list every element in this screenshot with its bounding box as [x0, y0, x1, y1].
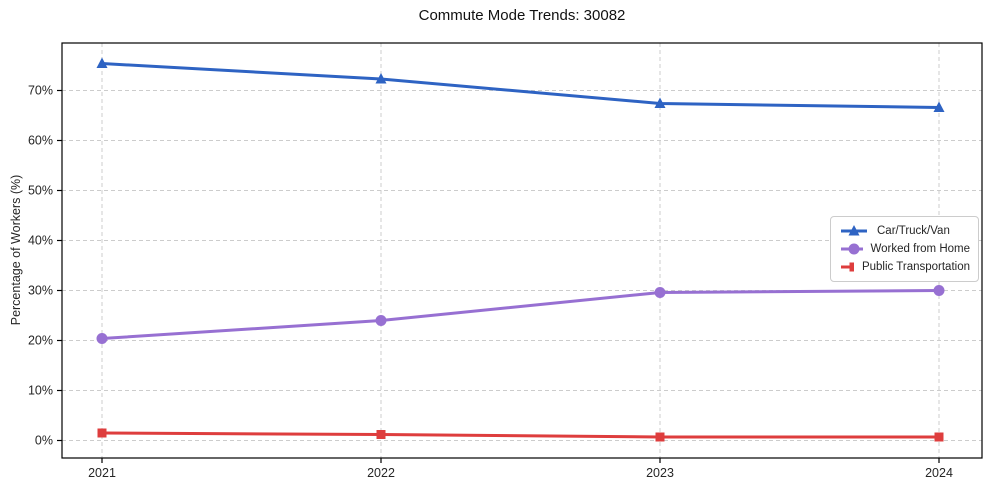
circle-marker-icon [933, 285, 945, 296]
series-line [100, 62, 941, 109]
triangle-marker-icon [933, 101, 945, 112]
gridlines [62, 43, 982, 458]
plot-frame [61, 42, 983, 459]
y-tick-label: 0% [35, 434, 53, 448]
square-marker-icon [655, 432, 665, 442]
series-line [100, 431, 941, 439]
square-marker-icon [376, 430, 386, 439]
y-tick-label: 70% [28, 84, 53, 98]
triangle-marker-icon [848, 225, 860, 236]
legend-item: Public Transportation [839, 260, 970, 274]
legend-label: Public Transportation [861, 261, 970, 273]
triangle-marker-icon [654, 97, 666, 108]
x-tick-label: 2023 [646, 466, 674, 480]
circle-marker-icon [654, 287, 666, 298]
y-tick-label: 10% [28, 384, 53, 398]
x-tick-label: 2021 [88, 466, 116, 480]
y-tick-label: 20% [28, 334, 53, 348]
series-line [100, 289, 941, 340]
legend: Car/Truck/Van Worked from Home Public Tran… [830, 216, 979, 282]
x-tick-label: 2024 [925, 466, 953, 480]
square-marker-icon [841, 262, 854, 272]
legend-item: Worked from Home [839, 242, 970, 256]
series-worked-from-home [96, 285, 945, 344]
square-marker-icon [849, 262, 854, 272]
triangle-marker-icon [375, 73, 387, 84]
square-marker-icon [97, 428, 107, 438]
legend-label: Car/Truck/Van [877, 225, 950, 237]
y-tick-label: 60% [28, 134, 53, 148]
triangle-marker-icon [96, 57, 108, 68]
tick-marks [57, 89, 940, 463]
y-tick-label: 30% [28, 284, 53, 298]
square-marker-icon [934, 432, 944, 442]
x-tick-label: 2022 [367, 466, 395, 480]
tick-labels: 0% 10% 20% 30% 40% 50% 60% 70% 2021 2022 2023 2024 [28, 84, 953, 481]
triangle-marker-icon [841, 225, 867, 236]
legend-item: Car/Truck/Van [839, 224, 970, 238]
series-public-transportation [97, 428, 944, 442]
series-car-truck-van [96, 57, 945, 112]
circle-marker-icon [375, 315, 387, 326]
circle-marker-icon [96, 333, 108, 344]
circle-marker-icon [841, 243, 863, 255]
y-tick-label: 40% [28, 234, 53, 248]
chart-title: Commute Mode Trends: 30082 [418, 7, 626, 24]
y-tick-label: 50% [28, 184, 53, 198]
circle-marker-icon [848, 243, 860, 255]
legend-label: Worked from Home [870, 243, 970, 255]
